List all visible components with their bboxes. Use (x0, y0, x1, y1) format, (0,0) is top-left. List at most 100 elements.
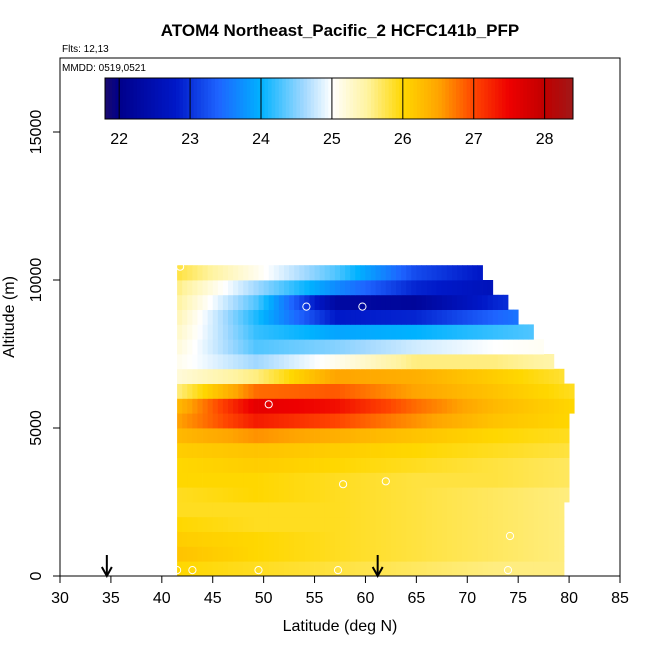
heatmap-cell (513, 487, 519, 503)
heatmap-cell (217, 368, 224, 384)
heatmap-cell (228, 265, 234, 281)
heatmap-cell (202, 339, 209, 355)
colorbar-swatch (477, 78, 482, 119)
heatmap-cell (538, 383, 545, 399)
colorbar-swatch (541, 78, 546, 119)
heatmap-cell (446, 442, 453, 458)
heatmap-cell (314, 413, 321, 429)
heatmap-cell (508, 457, 514, 473)
x-tick-label: 30 (51, 590, 69, 607)
heatmap-cell (289, 324, 295, 340)
heatmap-cell (523, 502, 529, 518)
heatmap-cell (502, 324, 509, 340)
heatmap-cell (401, 428, 407, 444)
heatmap-cell (502, 516, 509, 532)
heatmap-cell (278, 339, 285, 355)
heatmap-cell (543, 472, 550, 488)
heatmap-cell (228, 339, 234, 355)
heatmap-cell (309, 502, 315, 518)
heatmap-cell (248, 280, 254, 296)
x-tick-label: 45 (204, 590, 222, 607)
heatmap-cell (543, 368, 550, 384)
heatmap-cell (472, 428, 478, 444)
x-tick-label: 35 (102, 590, 120, 607)
heatmap-cell (553, 502, 560, 518)
heatmap-cell (228, 442, 234, 458)
flights-label: Flts: 12,13 (62, 44, 109, 55)
heatmap-cell (385, 487, 392, 503)
heatmap-cell (436, 516, 443, 532)
heatmap-cell (202, 531, 209, 547)
heatmap-cell (340, 324, 346, 340)
heatmap-cell (289, 339, 295, 355)
heatmap-cell (396, 531, 402, 547)
heatmap-cell (355, 531, 361, 547)
heatmap-cell (340, 354, 346, 370)
heatmap-cell (253, 398, 259, 414)
heatmap-cell (457, 294, 463, 310)
colorbar-swatch (339, 78, 344, 119)
heatmap-cell (390, 531, 397, 547)
heatmap-cell (467, 428, 473, 444)
heatmap-cell (217, 413, 224, 429)
heatmap-cell (278, 428, 285, 444)
heatmap-cell (294, 354, 300, 370)
heatmap-cell (299, 546, 305, 562)
heatmap-cell (396, 428, 402, 444)
heatmap-cell (370, 472, 377, 488)
heatmap-cell (482, 383, 489, 399)
heatmap-cell (462, 472, 468, 488)
heatmap-cell (467, 487, 473, 503)
heatmap-cell (222, 516, 229, 532)
heatmap-cell (426, 368, 433, 384)
heatmap-cell (548, 516, 555, 532)
heatmap-cell (396, 339, 402, 355)
heatmap-cell (253, 516, 259, 532)
heatmap-cell (446, 531, 453, 547)
heatmap-cell (187, 472, 193, 488)
heatmap-cell (416, 442, 422, 458)
heatmap-cell (508, 383, 514, 399)
heatmap-cell (233, 280, 239, 296)
heatmap-cell (268, 413, 275, 429)
heatmap-cell (553, 487, 560, 503)
colorbar-swatch (470, 78, 475, 119)
heatmap-cell (360, 561, 366, 577)
heatmap-cell (492, 354, 499, 370)
heatmap-cell (401, 339, 407, 355)
heatmap-cell (197, 383, 203, 399)
heatmap-cell (553, 472, 560, 488)
x-tick-label: 85 (611, 590, 629, 607)
heatmap-cell (228, 516, 234, 532)
heatmap-cell (314, 487, 321, 503)
heatmap-cell (278, 442, 285, 458)
heatmap-cell (309, 354, 315, 370)
heatmap-cell (212, 428, 219, 444)
heatmap-cell (421, 487, 427, 503)
heatmap-cell (329, 368, 336, 384)
heatmap-cell (355, 516, 361, 532)
colorbar-swatch (193, 78, 198, 119)
heatmap-cell (472, 546, 478, 562)
heatmap-cell (487, 354, 494, 370)
heatmap-cell (457, 487, 463, 503)
heatmap-cell (228, 561, 234, 577)
heatmap-cell (462, 309, 468, 325)
heatmap-cell (360, 546, 366, 562)
heatmap-cell (446, 280, 453, 296)
colorbar-swatch (257, 78, 262, 119)
heatmap-cell (401, 531, 407, 547)
heatmap-cell (217, 354, 224, 370)
heatmap-cell (487, 428, 494, 444)
heatmap-cell (248, 294, 254, 310)
heatmap-cell (467, 398, 473, 414)
heatmap-cell (472, 354, 478, 370)
heatmap-cell (452, 294, 458, 310)
heatmap-cell (457, 516, 463, 532)
heatmap-cell (462, 280, 468, 296)
heatmap-cell (365, 487, 371, 503)
heatmap-cell (523, 354, 529, 370)
heatmap-cell (212, 339, 219, 355)
heatmap-cell (314, 309, 321, 325)
heatmap-cell (497, 531, 504, 547)
